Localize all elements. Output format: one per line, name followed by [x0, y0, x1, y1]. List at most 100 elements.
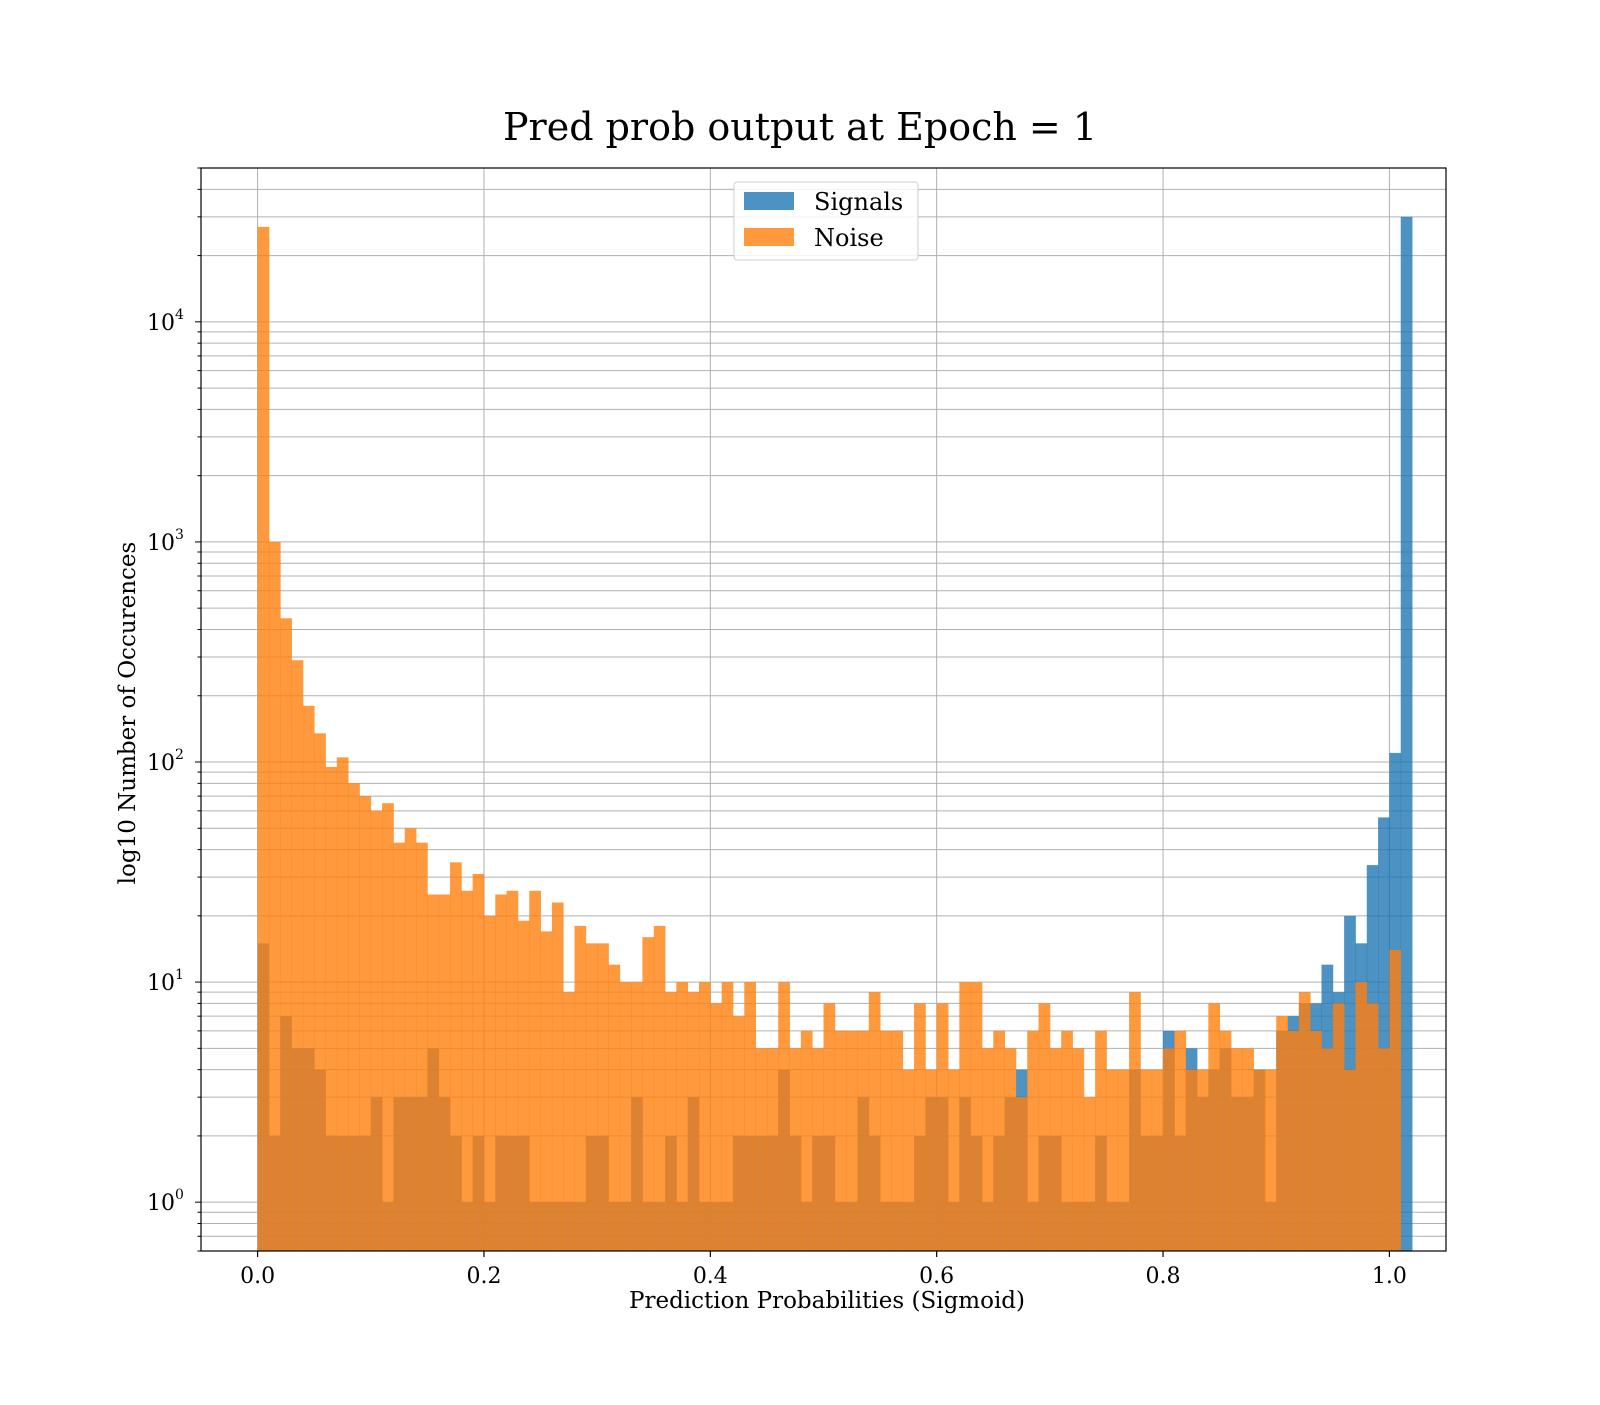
- chart-legend: Signals Noise: [733, 181, 919, 261]
- noise-bar: [710, 1003, 723, 1251]
- noise-bar: [551, 902, 564, 1251]
- noise-bar: [359, 796, 372, 1251]
- noise-bar: [450, 862, 462, 1251]
- noise-bar: [597, 943, 609, 1251]
- noise-bar: [1174, 1030, 1187, 1251]
- noise-bar: [948, 1069, 960, 1251]
- noise-bar: [382, 803, 394, 1251]
- y-tick-label: 10: [147, 1191, 175, 1216]
- noise-bar: [880, 1030, 892, 1251]
- x-tick-label: 0.0: [240, 1264, 275, 1289]
- noise-bar: [1140, 1069, 1153, 1251]
- noise-bar: [1004, 1048, 1017, 1251]
- axes-frame: [200, 167, 1447, 1252]
- y-tick-exponent: 3: [175, 527, 184, 543]
- noise-bar: [619, 982, 632, 1251]
- noise-bar: [1197, 1069, 1209, 1251]
- y-tick-exponent: 1: [175, 967, 184, 983]
- noise-bar: [959, 982, 972, 1251]
- noise-bar: [506, 890, 519, 1251]
- noise-bar: [1106, 1069, 1119, 1251]
- noise-bar: [1061, 1030, 1073, 1251]
- legend-swatch-signals: [744, 192, 794, 210]
- noise-bar: [653, 925, 666, 1251]
- legend-swatch-noise: [744, 228, 794, 246]
- legend-label-noise: Noise: [814, 224, 884, 252]
- noise-bar: [291, 660, 304, 1251]
- y-tick-exponent: 4: [175, 307, 184, 323]
- noise-bar: [1332, 1003, 1345, 1251]
- noise-bar: [766, 1048, 779, 1251]
- noise-bar: [1230, 1048, 1243, 1251]
- noise-bar: [1366, 1003, 1379, 1251]
- signals-bar: [1378, 817, 1390, 1251]
- noise-bar: [721, 982, 734, 1251]
- x-tick-label: 0.8: [1146, 1264, 1181, 1289]
- noise-bar: [936, 1003, 949, 1251]
- chart-title: Pred prob output at Epoch = 1: [503, 105, 1097, 149]
- noise-bar: [1095, 1030, 1107, 1251]
- noise-bar: [314, 733, 326, 1251]
- noise-bar: [517, 920, 530, 1251]
- noise-bar: [472, 873, 485, 1251]
- y-axis-label: log10 Number of Occurences: [115, 542, 141, 885]
- noise-bar: [1253, 1069, 1266, 1251]
- noise-bar: [642, 937, 655, 1251]
- noise-bar: [812, 1048, 824, 1251]
- noise-bar: [280, 618, 292, 1251]
- noise-bar: [1344, 1069, 1356, 1251]
- noise-bar: [665, 992, 677, 1251]
- y-tick-label: 10: [147, 751, 175, 776]
- noise-bar: [257, 226, 270, 1251]
- noise-bar: [608, 964, 621, 1251]
- noise-bar: [302, 705, 315, 1251]
- noise-bar: [1298, 992, 1311, 1251]
- noise-bar: [529, 890, 541, 1251]
- noise-bar: [1129, 992, 1141, 1251]
- noise-bar: [1185, 1069, 1198, 1251]
- noise-bar: [416, 842, 428, 1251]
- noise-bar: [687, 992, 700, 1251]
- noise-bar: [585, 943, 598, 1251]
- noise-bar: [1083, 1097, 1096, 1251]
- noise-bar: [1355, 982, 1368, 1251]
- noise-bar: [348, 783, 360, 1251]
- noise-bar: [699, 982, 711, 1251]
- noise-bar: [744, 982, 756, 1251]
- noise-bar: [631, 982, 643, 1251]
- series-noise: [257, 226, 1402, 1251]
- noise-bar: [868, 992, 881, 1251]
- noise-bar: [755, 1048, 768, 1251]
- x-tick-label: 0.2: [466, 1264, 501, 1289]
- y-tick-label: 10: [147, 531, 175, 556]
- y-tick-exponent: 2: [175, 747, 184, 763]
- noise-bar: [495, 894, 507, 1251]
- noise-bar: [732, 1016, 745, 1251]
- noise-bar: [1310, 1030, 1322, 1251]
- noise-bar: [778, 982, 790, 1251]
- noise-bar: [574, 925, 587, 1251]
- noise-bar: [846, 1030, 858, 1251]
- noise-bar: [1389, 949, 1402, 1251]
- y-tick-exponent: 0: [175, 1187, 184, 1203]
- noise-bar: [993, 1030, 1005, 1251]
- noise-bar: [1117, 1069, 1130, 1251]
- noise-bar: [1378, 1048, 1390, 1251]
- x-axis-ticks: 0.0 0.2 0.4 0.6 0.8 1.0: [240, 1251, 1407, 1289]
- noise-bar: [970, 982, 983, 1251]
- noise-bar: [427, 894, 440, 1251]
- noise-bar: [1151, 1069, 1164, 1251]
- noise-bar: [404, 828, 417, 1251]
- noise-bar: [1287, 1030, 1300, 1251]
- noise-bar: [1208, 1003, 1221, 1251]
- noise-bar: [1049, 1048, 1062, 1251]
- x-tick-label: 0.4: [693, 1264, 728, 1289]
- noise-bar: [1242, 1048, 1254, 1251]
- noise-bar: [834, 1030, 847, 1251]
- noise-bar: [1038, 1003, 1051, 1251]
- noise-bar: [370, 810, 383, 1251]
- noise-bar: [540, 931, 553, 1251]
- y-tick-label: 10: [147, 311, 175, 336]
